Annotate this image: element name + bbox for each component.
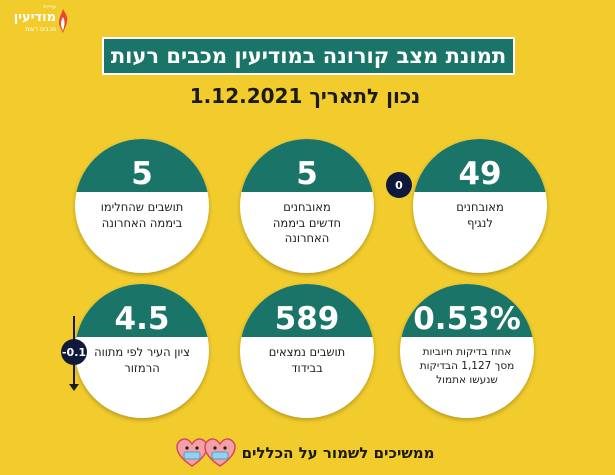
page-title-text: תמונת מצב קורונה במודיעין מכבים רעות: [110, 44, 507, 68]
logo-top-text: עיריית: [43, 4, 56, 10]
card-label-line: אחוז בדיקות חיוביות: [422, 346, 512, 358]
logo-sub-text: מכבים רעות: [25, 26, 56, 33]
city-logo: עיריית מודיעין מכבים רעות: [6, 4, 70, 38]
logo-main-text: מודיעין: [13, 10, 56, 25]
card-positive-rate: 0.53% אחוז בדיקות חיוביות מסך 1,127 הבדי…: [400, 284, 534, 418]
card-label-line: ביממה האחרונה: [101, 215, 183, 230]
card-label-line: ציון העיר לפי מתווה: [94, 345, 190, 359]
footer-text: ממשיכים לשמור על הכללים: [241, 444, 435, 462]
card-label: מאובחנים לנגיף: [423, 200, 537, 231]
card-label-line: מאובחנים: [283, 200, 331, 214]
card-value: 589: [274, 301, 340, 337]
card-label: מאובחנים חדשים ביממה האחרונה: [250, 200, 364, 247]
cases-change-badge: 0: [386, 172, 412, 198]
card-diagnosed: 49 מאובחנים לנגיף: [413, 139, 547, 273]
card-band: 49: [413, 139, 547, 192]
down-arrow-icon: [69, 384, 79, 391]
footer: ממשיכים לשמור על הכללים: [175, 438, 435, 468]
card-label-line: מסך 1,127 הבדיקות: [419, 360, 515, 373]
card-value: 49: [458, 156, 502, 192]
card-label-line: תושבים שהחלימו: [100, 200, 184, 214]
card-label: ציון העיר לפי מתווה הרמזור: [85, 345, 199, 376]
card-value: 4.5: [114, 301, 170, 337]
card-label-line: חדשים ביממה: [272, 215, 342, 230]
masked-hearts-icon: [175, 438, 236, 467]
card-isolation: 589 תושבים נמצאים בבידוד: [240, 284, 374, 418]
card-value: 0.53%: [413, 301, 521, 337]
card-label: תושבים שהחלימו ביממה האחרונה: [85, 200, 199, 231]
flame-icon: [59, 9, 68, 33]
card-recovered: 5 תושבים שהחלימו ביממה האחרונה: [75, 139, 209, 273]
card-label-line: מאובחנים: [456, 200, 504, 214]
card-label-line: תושבים נמצאים: [268, 345, 346, 359]
card-new-diagnosed: 5 מאובחנים חדשים ביממה האחרונה: [240, 139, 374, 273]
card-band: 5: [75, 139, 209, 192]
card-band: 589: [240, 284, 374, 337]
card-band: 4.5: [75, 284, 209, 337]
card-label-line: בבידוד: [291, 360, 323, 375]
card-value: 5: [296, 156, 318, 192]
card-label-line: הרמזור: [124, 360, 160, 375]
card-band: 5: [240, 139, 374, 192]
card-label-line: האחרונה: [284, 231, 330, 246]
card-value: 5: [131, 156, 153, 192]
score-change-badge: -0.1: [61, 339, 87, 365]
card-label: תושבים נמצאים בבידוד: [250, 345, 364, 376]
card-label-line: לנגיף: [467, 215, 493, 230]
card-band: 0.53%: [400, 284, 534, 337]
card-label-line: שנעשו אתמול: [436, 374, 498, 387]
card-city-score: 4.5 ציון העיר לפי מתווה הרמזור: [75, 284, 209, 418]
card-label: אחוז בדיקות חיוביות מסך 1,127 הבדיקות שנ…: [410, 345, 524, 388]
page-title: תמונת מצב קורונה במודיעין מכבים רעות: [102, 37, 515, 75]
date-line: נכון לתאריך 1.12.2021: [189, 84, 421, 108]
